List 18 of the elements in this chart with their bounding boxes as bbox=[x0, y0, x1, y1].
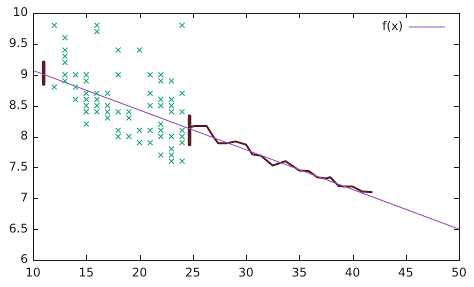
y-tick-label: 9.5 bbox=[8, 36, 28, 50]
y-tick-label: 8.5 bbox=[8, 98, 28, 112]
y-tick-label: 10 bbox=[12, 5, 28, 20]
y-tick-label: 8 bbox=[20, 128, 28, 143]
x-tick-label: 25 bbox=[185, 265, 200, 280]
y-tick-label: 7.5 bbox=[8, 160, 28, 174]
y-tick-label: 6 bbox=[20, 252, 28, 266]
y-tick-label: 9 bbox=[20, 66, 28, 81]
x-tick-label: 20 bbox=[132, 265, 148, 280]
x-tick-label: 50 bbox=[451, 265, 467, 280]
x-tick-label: 15 bbox=[78, 265, 94, 280]
legend-label: f(x) bbox=[382, 19, 403, 34]
x-tick-label: 40 bbox=[344, 265, 360, 280]
x-tick-label: 35 bbox=[292, 265, 307, 280]
y-tick-label: 6.5 bbox=[8, 221, 28, 236]
x-tick-label: 45 bbox=[398, 265, 414, 280]
x-tick-label: 30 bbox=[238, 265, 254, 280]
y-tick-label: 7 bbox=[20, 190, 28, 204]
